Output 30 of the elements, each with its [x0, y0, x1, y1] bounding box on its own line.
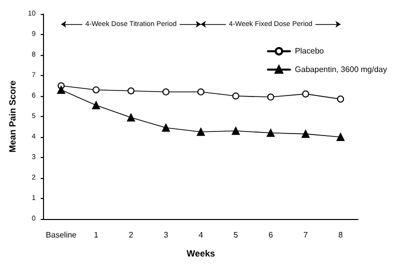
x-tick-label: 3: [164, 230, 169, 240]
x-tick-label: 1: [94, 230, 99, 240]
x-axis-title: Weeks: [186, 248, 216, 258]
point: [337, 96, 344, 103]
y-axis-title: Mean Pain Score: [8, 80, 18, 153]
point: [336, 133, 345, 141]
x-tick-label: 7: [303, 230, 308, 240]
point: [126, 114, 135, 122]
point: [128, 87, 134, 94]
point: [196, 128, 205, 136]
point: [162, 124, 170, 132]
x-tick-label: 2: [128, 230, 134, 240]
point: [92, 86, 100, 94]
x-tick-label: 8: [338, 230, 344, 240]
x-tick-label: 6: [268, 230, 274, 240]
legend-label: Gabapentin, 3600 mg/day: [294, 65, 388, 74]
x-tick-label: 4: [198, 230, 204, 240]
point: [302, 90, 310, 98]
point: [266, 128, 275, 137]
legend-label: Placebo: [294, 46, 324, 56]
point: [57, 86, 66, 94]
x-tick-label: Baseline: [46, 230, 78, 240]
point: [302, 130, 310, 138]
point: [232, 92, 240, 100]
point: [197, 88, 204, 96]
point: [162, 88, 170, 96]
point: [267, 94, 274, 101]
point: [232, 126, 240, 135]
point: [92, 101, 100, 110]
x-tick-label: 5: [234, 230, 239, 240]
